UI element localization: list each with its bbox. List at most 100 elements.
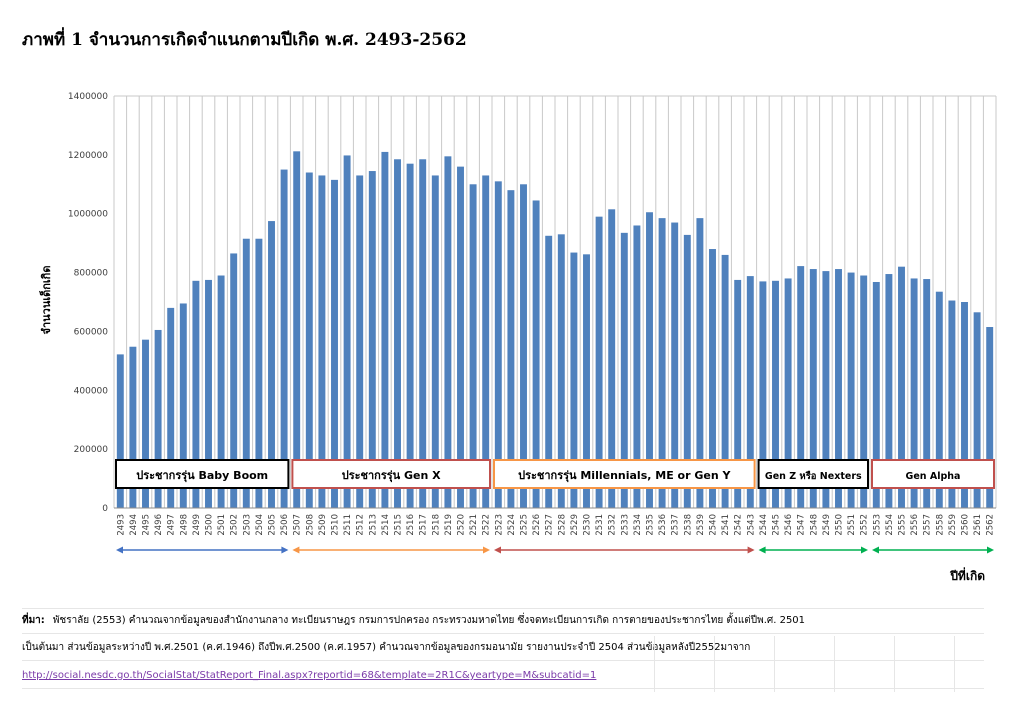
arrow-head-left (758, 546, 766, 554)
bar-2559 (948, 300, 956, 508)
bar-2527 (545, 235, 553, 509)
bar-2535 (646, 212, 653, 508)
arrow-head-right (483, 546, 490, 554)
bar-2541 (721, 254, 729, 508)
x-tick-label: 2518 (431, 514, 441, 536)
bar-2533 (620, 232, 628, 509)
x-tick-label: 2560 (961, 514, 971, 536)
y-tick-label: 0 (102, 504, 108, 514)
bar-2510 (331, 179, 338, 508)
x-tick-label: 2517 (419, 514, 429, 536)
x-tick-label: 2554 (885, 514, 895, 536)
bar-2555 (898, 266, 905, 508)
x-tick-label: 2547 (797, 514, 807, 536)
bar-2502 (230, 253, 238, 508)
bar-2548 (809, 269, 817, 508)
bar-2516 (406, 163, 414, 508)
x-tick-label: 2553 (872, 514, 882, 536)
y-tick-label: 800000 (74, 269, 109, 279)
bar-2519 (444, 156, 452, 509)
x-tick-label: 2549 (822, 514, 832, 536)
y-tick-label: 200000 (74, 445, 109, 455)
generation-label: ประชากรรุ่น Millennials, ME or Gen Y (518, 469, 731, 483)
bar-2517 (419, 159, 427, 508)
x-tick-label: 2499 (192, 514, 202, 536)
bar-2526 (532, 200, 540, 508)
bar-2498 (179, 303, 187, 508)
bar-2561 (973, 312, 981, 508)
x-tick-label: 2493 (116, 514, 126, 536)
arrow-head-left (116, 546, 123, 554)
x-tick-label: 2531 (595, 514, 605, 536)
bar-2531 (595, 216, 603, 508)
bar-2512 (356, 175, 364, 508)
bar-2500 (205, 279, 212, 508)
arrow-head-right (861, 546, 868, 554)
x-tick-label: 2527 (545, 514, 555, 536)
x-tick-label: 2545 (772, 514, 782, 536)
bar-2523 (494, 181, 502, 509)
x-tick-label: 2507 (293, 514, 303, 536)
bar-2495 (142, 339, 149, 508)
bar-2497 (167, 307, 175, 508)
x-tick-label: 2525 (520, 514, 530, 536)
x-tick-label: 2501 (217, 514, 227, 536)
note-line-2: เป็นต้นมา ส่วนข้อมูลระหว่างปี พ.ศ.2501 (… (22, 636, 984, 661)
bar-2508 (305, 172, 313, 508)
x-tick-label: 2519 (444, 514, 454, 536)
bar-2554 (885, 274, 893, 508)
y-tick-label: 1200000 (68, 151, 108, 161)
x-tick-label: 2514 (381, 514, 391, 536)
axes: 0 200000 400000 600000 800000 1000000 1200000 1… (68, 92, 996, 536)
bar-2506 (280, 169, 288, 509)
generation-box (757, 459, 869, 489)
bar-2546 (784, 278, 792, 508)
bar-2553 (872, 281, 880, 508)
bar-2501 (217, 275, 225, 508)
bar-2552 (860, 275, 868, 508)
arrow-head-left (292, 546, 300, 554)
bar-2547 (797, 266, 805, 508)
bar-2562 (986, 327, 994, 508)
bar-2521 (469, 184, 477, 509)
x-tick-label: 2558 (935, 514, 945, 536)
x-tick-label: 2494 (129, 514, 139, 536)
bar-2532 (608, 209, 616, 509)
x-tick-label: 2556 (910, 514, 920, 536)
x-tick-label: 2561 (973, 514, 983, 536)
chart-title: ภาพที่ 1 จำนวนการเกิดจำแนกตามปีเกิด พ.ศ.… (22, 30, 467, 50)
source-notes: ที่มา: พัชราลัย (2553) คำนวณจากข้อมูลของส… (22, 608, 984, 692)
note-line-1: ที่มา: พัชราลัย (2553) คำนวณจากข้อมูลของส… (22, 608, 984, 634)
x-tick-label: 2538 (683, 514, 693, 536)
x-tick-label: 2559 (948, 514, 958, 536)
x-tick-label: 2543 (746, 514, 756, 536)
bars (116, 151, 994, 509)
generation-box (493, 459, 756, 489)
x-tick-label: 2548 (809, 514, 819, 536)
bar-2505 (268, 221, 275, 509)
y-tick-label: 1400000 (68, 92, 108, 102)
x-tick-label: 2520 (457, 514, 467, 536)
arrow-head-left (872, 546, 879, 554)
bar-2525 (520, 184, 527, 509)
x-axis-label: ปีที่เกิด (950, 567, 985, 583)
bar-2513 (368, 171, 376, 509)
x-tick-label: 2510 (331, 514, 341, 536)
source-link[interactable]: http://social.nesdc.go.th/SocialStat/Sta… (22, 670, 597, 681)
generation-box (115, 459, 290, 489)
x-tick-label: 2497 (167, 514, 177, 536)
x-tick-label: 2530 (583, 514, 593, 536)
generation-box (871, 459, 995, 489)
bar-2509 (318, 175, 326, 508)
generation-label: ประชากรรุ่น Gen X (342, 469, 441, 483)
bar-2538 (683, 234, 691, 508)
x-tick-label: 2523 (494, 514, 504, 536)
y-tick-label: 400000 (74, 386, 109, 396)
x-tick-label: 2511 (343, 514, 353, 536)
generation-label: Gen Z หรือ Nexters (765, 470, 862, 482)
x-tick-label: 2528 (557, 514, 567, 536)
bar-2536 (658, 218, 666, 508)
generation-box (291, 459, 491, 489)
x-tick-label: 2498 (179, 514, 189, 536)
bar-2545 (772, 280, 779, 508)
